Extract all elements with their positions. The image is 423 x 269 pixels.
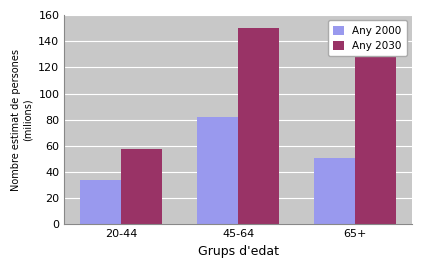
Bar (314, 158, 355, 224)
Bar (121, 148, 162, 224)
Bar (355, 53, 396, 224)
Legend: Any 2000, Any 2030: Any 2000, Any 2030 (328, 20, 407, 56)
Y-axis label: Nombre estimat de persones
(milions): Nombre estimat de persones (milions) (11, 49, 33, 191)
Bar (197, 117, 238, 224)
Bar (80, 180, 121, 224)
X-axis label: Grups d'edat: Grups d'edat (198, 245, 279, 258)
Bar (238, 28, 279, 224)
